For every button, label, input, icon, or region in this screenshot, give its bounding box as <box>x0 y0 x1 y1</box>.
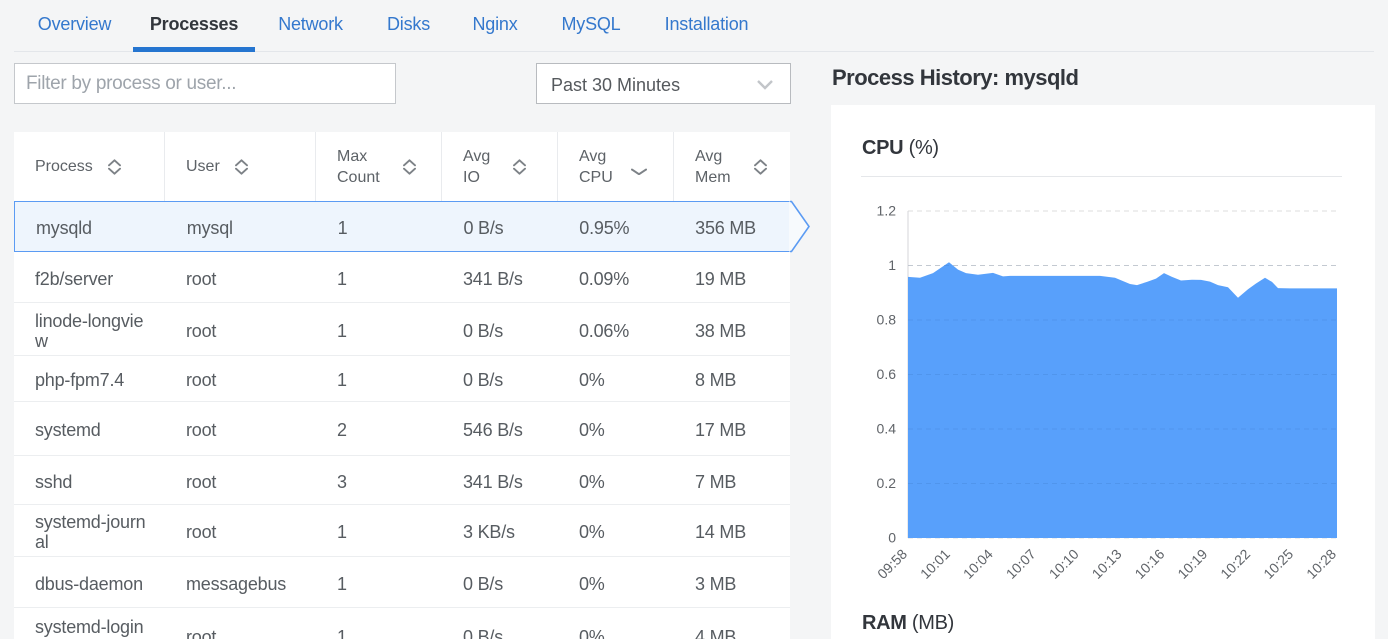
svg-text:09:58: 09:58 <box>874 546 910 582</box>
svg-text:0.2: 0.2 <box>877 475 897 491</box>
svg-text:10:01: 10:01 <box>917 546 953 582</box>
svg-text:10:16: 10:16 <box>1131 546 1167 582</box>
svg-text:10:13: 10:13 <box>1089 546 1125 582</box>
svg-text:0.4: 0.4 <box>877 421 897 437</box>
svg-text:10:07: 10:07 <box>1003 546 1039 582</box>
svg-text:1.2: 1.2 <box>877 203 897 219</box>
svg-text:1: 1 <box>888 257 896 273</box>
svg-text:10:10: 10:10 <box>1046 546 1082 582</box>
svg-text:10:28: 10:28 <box>1303 546 1339 582</box>
svg-text:10:19: 10:19 <box>1174 546 1210 582</box>
svg-text:0: 0 <box>888 530 896 546</box>
svg-text:0.6: 0.6 <box>877 366 897 382</box>
svg-text:0.8: 0.8 <box>877 312 897 328</box>
svg-text:10:22: 10:22 <box>1217 546 1253 582</box>
svg-text:10:25: 10:25 <box>1260 546 1296 582</box>
svg-text:10:04: 10:04 <box>960 546 996 582</box>
